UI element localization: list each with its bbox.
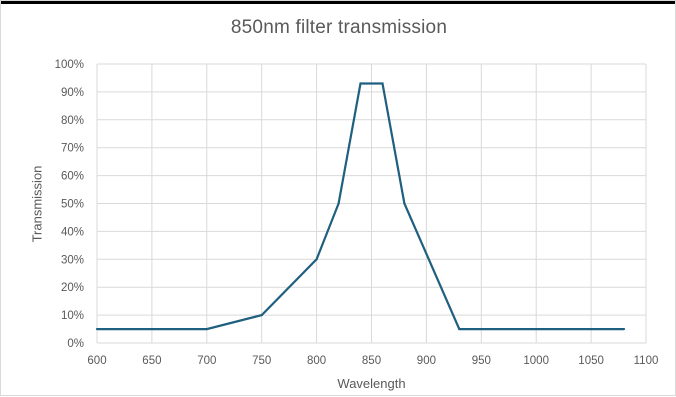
y-tick-label: 70%: [61, 143, 84, 155]
y-tick-label: 20%: [61, 282, 84, 294]
tick-labels: 600 650 700 750 800 850 900 950 1000 1050 1100 0% 10…: [55, 59, 659, 367]
y-tick-label: 0%: [67, 338, 84, 350]
x-tick-label: 1050: [578, 355, 604, 367]
y-tick-label: 90%: [61, 87, 84, 99]
chart-title: 850nm filter transmission: [230, 17, 448, 38]
x-tick-label: 650: [142, 355, 161, 367]
x-tick-label: 900: [417, 355, 436, 367]
data-point: [260, 314, 263, 317]
x-tick-label: 1100: [634, 355, 659, 367]
data-point: [359, 82, 362, 85]
series-line: [97, 82, 624, 331]
data-point: [95, 327, 99, 331]
x-tick-label: 850: [362, 355, 381, 367]
y-tick-label: 30%: [61, 254, 84, 266]
y-tick-label: 40%: [61, 226, 84, 238]
x-tick-label: 750: [252, 355, 271, 367]
grid-lines: [96, 63, 647, 344]
data-point: [205, 327, 208, 331]
data-point: [403, 202, 406, 205]
x-tick-label: 950: [472, 355, 491, 367]
y-tick-label: 50%: [61, 199, 84, 211]
data-point: [458, 327, 461, 331]
x-tick-label: 600: [87, 355, 106, 367]
y-tick-label: 80%: [61, 115, 84, 127]
x-tick-label: 1000: [523, 355, 549, 367]
y-tick-label: 60%: [61, 171, 84, 183]
y-tick-label: 10%: [61, 310, 84, 322]
x-axis-title: Wavelength: [337, 376, 406, 391]
y-tick-label: 100%: [55, 59, 84, 71]
series-layer: [95, 82, 626, 331]
data-point: [622, 327, 626, 331]
data-point: [381, 82, 384, 85]
x-tick-label: 700: [197, 355, 216, 367]
x-tick-label: 800: [307, 355, 326, 367]
data-point: [315, 258, 318, 261]
data-point: [337, 202, 340, 205]
